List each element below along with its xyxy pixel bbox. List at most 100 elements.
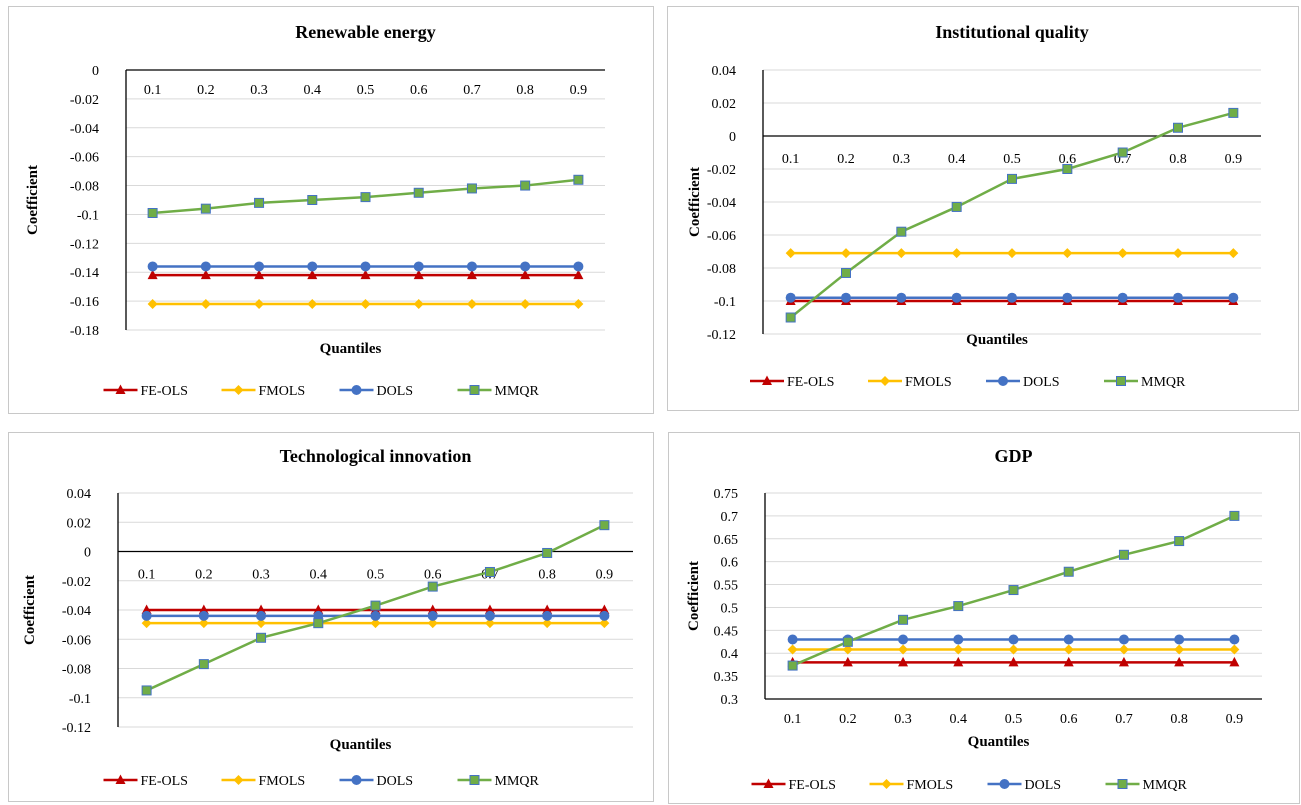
data-point-mmqr: [785, 312, 796, 323]
legend-label-dols: DOLS: [1023, 375, 1060, 390]
y-tick-label: 0.45: [714, 624, 739, 639]
chart-panel-gdp: GDP 0.75 0.7 0.65 0.6 0.55 0.5 0.45 0.4 0.35 0.3 0.…: [668, 432, 1300, 804]
legend-marker-dols: [351, 385, 362, 395]
chart-svg-renewable-energy: Renewable energy 0 -0.02 -0.04 -0.06 -0.08 -0.…: [25, 22, 605, 399]
data-point-fmols: [1008, 644, 1019, 655]
data-point-mmqr: [573, 174, 584, 185]
y-tick-label: -0.1: [69, 692, 91, 707]
y-tick-label: 0.02: [712, 97, 737, 112]
y-tick-label: -0.02: [707, 163, 736, 178]
data-point-dols: [951, 292, 962, 303]
y-tick-label: 0.4: [721, 647, 739, 662]
y-tick-label: 0.5: [721, 601, 739, 616]
series-fe-ols: [147, 269, 584, 280]
data-point-dols: [1117, 292, 1128, 303]
y-tick-label: 0: [84, 546, 91, 561]
data-point-mmqr: [313, 618, 324, 629]
data-point-fmols: [141, 618, 152, 629]
data-point-dols: [787, 634, 798, 645]
data-point-dols: [466, 261, 477, 272]
legend-marker-dols: [351, 775, 362, 785]
x-tick-label: 0.8: [1170, 712, 1188, 727]
data-point-dols: [413, 261, 424, 272]
data-point-mmqr: [307, 195, 318, 205]
data-point-fe-ols: [953, 656, 964, 667]
data-point-mmqr: [427, 581, 438, 592]
y-tick-label: -0.06: [62, 633, 91, 648]
legend-label-fmols: FMOLS: [259, 384, 306, 399]
x-tick-label: 0.9: [1225, 152, 1243, 167]
x-tick-label: 0.5: [1003, 152, 1021, 167]
data-point-mmqr: [1229, 510, 1240, 521]
legend-label-fe-ols: FE-OLS: [141, 384, 188, 399]
data-point-fmols: [466, 299, 477, 309]
legend-marker-fe-ols: [763, 778, 774, 788]
y-tick-label: -0.04: [62, 604, 91, 619]
data-point-mmqr: [1008, 585, 1019, 596]
x-tick-label: 0.2: [197, 83, 215, 98]
x-tick-label: 0.4: [950, 712, 968, 727]
data-point-fmols: [1229, 644, 1240, 655]
data-point-mmqr: [896, 226, 907, 237]
data-point-fmols: [898, 644, 909, 655]
data-point-dols: [520, 261, 531, 272]
data-point-mmqr: [370, 600, 381, 611]
data-point-dols: [573, 261, 584, 272]
data-point-fmols: [256, 618, 267, 629]
x-tick-label: 0.1: [784, 712, 802, 727]
data-point-fmols: [841, 248, 851, 259]
data-point-fmols: [307, 299, 318, 309]
data-point-mmqr: [1063, 566, 1074, 577]
data-point-fmols: [1007, 248, 1017, 259]
y-tick-label: -0.18: [70, 324, 99, 339]
data-point-fmols: [198, 618, 209, 629]
legend-label-mmqr: MMQR: [1141, 375, 1186, 390]
data-point-mmqr: [898, 614, 909, 625]
data-point-dols: [200, 261, 211, 272]
y-tick-label: 0.3: [721, 693, 739, 708]
data-point-mmqr: [466, 183, 477, 194]
data-point-fmols: [520, 299, 531, 309]
legend-label-fmols: FMOLS: [259, 774, 306, 789]
data-point-fmols: [842, 644, 853, 655]
series-fmols: [787, 644, 1240, 655]
data-point-dols: [1174, 634, 1185, 645]
x-tick-label: 0.8: [1169, 152, 1187, 167]
series-dols: [785, 292, 1239, 303]
x-axis-title: Quantiles: [320, 341, 382, 357]
x-tick-label: 0.1: [138, 568, 156, 583]
data-point-fmols: [1063, 644, 1074, 655]
data-point-mmqr: [542, 547, 553, 558]
series-dols: [141, 610, 610, 621]
legend-marker-fmols: [881, 779, 892, 789]
data-point-fe-ols: [360, 269, 371, 280]
series-fe-ols: [787, 656, 1240, 667]
data-point-fe-ols: [520, 269, 531, 280]
data-point-mmqr: [147, 208, 158, 218]
legend-label-dols: DOLS: [1025, 778, 1062, 793]
legend-marker-mmqr: [1116, 376, 1126, 386]
chart-title: GDP: [995, 446, 1033, 466]
data-point-fmols: [1062, 248, 1073, 259]
chart-title: Technological innovation: [280, 446, 472, 466]
y-tick-label: 0: [729, 130, 736, 145]
data-point-dols: [254, 261, 265, 272]
x-tick-label: 0.2: [837, 152, 855, 167]
data-point-fmols: [1118, 644, 1129, 655]
data-point-fe-ols: [1008, 656, 1019, 667]
series-mmqr: [141, 520, 610, 696]
x-tick-label: 0.5: [357, 83, 375, 98]
y-tick-label: 0.04: [67, 487, 92, 502]
x-tick-label: 0.4: [304, 83, 322, 98]
data-point-mmqr: [520, 180, 531, 191]
data-point-dols: [360, 261, 371, 272]
data-point-dols: [896, 292, 907, 303]
legend-label-mmqr: MMQR: [495, 774, 540, 789]
data-point-fmols: [787, 644, 798, 655]
data-point-dols: [1173, 292, 1183, 303]
data-point-mmqr: [599, 520, 610, 531]
x-tick-label: 0.5: [1005, 712, 1023, 727]
data-point-fe-ols: [1229, 656, 1240, 667]
data-point-dols: [1007, 292, 1017, 303]
y-tick-label: -0.02: [62, 575, 91, 590]
